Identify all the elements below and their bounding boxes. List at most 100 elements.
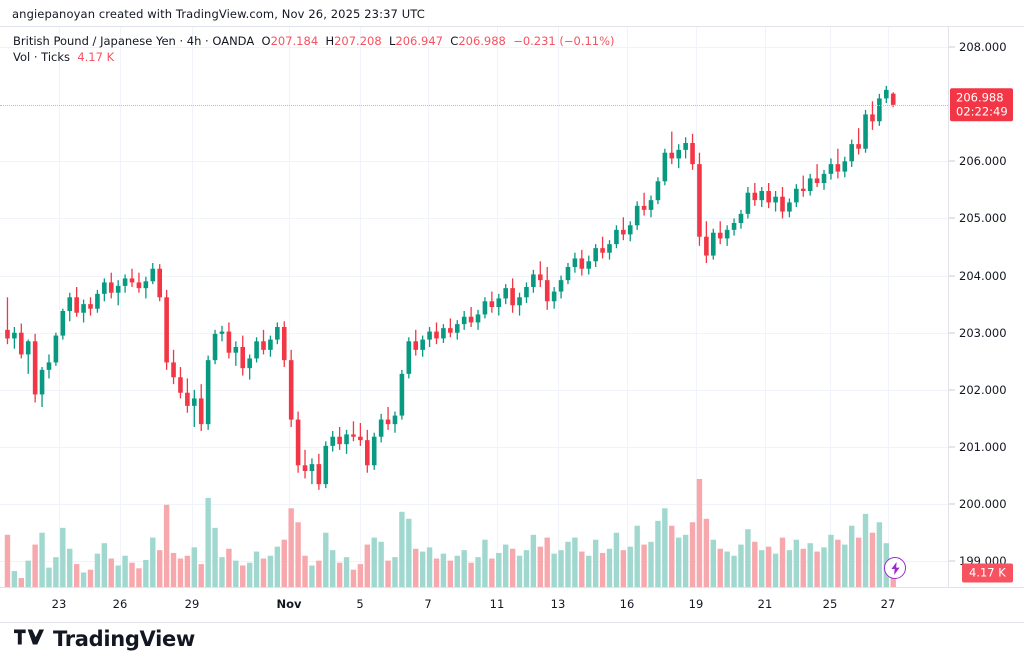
- gridline-vertical: [59, 27, 60, 587]
- candle-body: [766, 191, 771, 203]
- candle-body: [212, 333, 218, 361]
- time-axis[interactable]: 23 26 29 Nov 5 7 11 13 16 19 21 25 27: [0, 588, 1024, 622]
- candle-body: [205, 360, 211, 425]
- chart-frame: British Pound / Japanese Yen · 4h · OAND…: [0, 26, 1024, 588]
- candle-body: [475, 314, 481, 323]
- candle-body: [676, 149, 681, 159]
- volume-bar: [426, 547, 433, 587]
- volume-bar: [447, 560, 454, 587]
- candle-wick: [671, 131, 673, 165]
- volume-bar: [177, 558, 184, 587]
- gridline-vertical: [830, 27, 831, 587]
- price-axis-tick: [949, 389, 955, 391]
- candle-body: [12, 332, 17, 339]
- candle-body: [122, 278, 128, 286]
- gridline-vertical: [696, 27, 697, 587]
- bar-countdown: 02:22:49: [956, 104, 1008, 119]
- volume-bar: [669, 525, 675, 587]
- candle-body: [468, 316, 474, 323]
- volume-bar: [599, 552, 606, 587]
- candle-body: [835, 164, 841, 172]
- candle-body: [593, 248, 598, 262]
- candle-body: [88, 304, 93, 309]
- volume-badge[interactable]: 4.17 K: [962, 563, 1013, 583]
- candle-body: [240, 347, 246, 369]
- volume-bar: [205, 497, 211, 587]
- gridline-vertical: [192, 27, 193, 587]
- gridline-horizontal: [0, 218, 948, 220]
- candle-body: [226, 331, 232, 353]
- candle-body: [890, 93, 896, 105]
- candle-body: [171, 362, 176, 378]
- gridline-vertical: [627, 27, 628, 587]
- volume-bar: [482, 539, 488, 587]
- price-axis[interactable]: 208.000 206.000 205.000 204.000 203.000 202.0…: [948, 27, 1024, 587]
- candle-body: [302, 465, 308, 471]
- lightning-bolt-icon[interactable]: [884, 557, 906, 579]
- candle-wick: [352, 421, 355, 442]
- time-axis-label: 23: [51, 597, 67, 611]
- candle-body: [53, 335, 59, 363]
- candle-body: [503, 288, 508, 299]
- candle-body: [489, 301, 495, 307]
- volume-bar: [87, 569, 94, 587]
- candle-body: [275, 327, 280, 340]
- candle-body: [247, 358, 252, 369]
- volume-bar: [489, 558, 495, 587]
- volume-bar: [385, 560, 391, 587]
- volume-bar: [461, 550, 467, 587]
- volume-bar: [738, 544, 744, 587]
- volume-bar: [724, 551, 730, 587]
- candle-body: [378, 419, 384, 437]
- volume-bar: [392, 557, 398, 587]
- candle-body: [524, 287, 529, 298]
- candle-body: [814, 178, 820, 183]
- time-axis-label: 25: [822, 597, 838, 611]
- tradingview-logo-icon: [14, 627, 44, 651]
- candle-body: [67, 297, 73, 311]
- price-axis-tick: [949, 332, 955, 334]
- candle-body: [129, 278, 135, 283]
- volume-bar: [80, 572, 87, 587]
- volume-bar: [641, 544, 647, 587]
- candle-body: [192, 398, 197, 406]
- candle-body: [877, 98, 882, 122]
- volume-bar: [745, 529, 751, 587]
- volume-bar: [689, 522, 696, 587]
- tradingview-wordmark: TradingView: [53, 627, 196, 651]
- gridline-vertical: [558, 27, 559, 587]
- candle-body: [579, 258, 585, 269]
- volume-bar: [143, 559, 149, 587]
- volume-bar: [530, 534, 537, 587]
- candle-body: [95, 293, 100, 309]
- current-price-badge[interactable]: 206.988 02:22:49: [950, 88, 1013, 122]
- candle-wick: [601, 236, 604, 259]
- candle-body: [351, 434, 356, 437]
- volume-bar: [94, 553, 101, 587]
- volume-bar: [399, 511, 405, 587]
- gridline-horizontal: [0, 447, 948, 448]
- volume-bar: [295, 522, 301, 587]
- candle-wick: [6, 297, 9, 345]
- candle-body: [233, 347, 239, 353]
- candle-body: [780, 196, 785, 212]
- current-price-value: 206.988: [956, 90, 1004, 105]
- volume-bar: [136, 568, 142, 587]
- volume-bar: [503, 544, 509, 587]
- candle-body: [281, 327, 287, 361]
- candle-body: [697, 164, 702, 237]
- candle-body: [627, 225, 633, 235]
- candle-body: [448, 328, 453, 333]
- candle-body: [724, 229, 730, 239]
- price-axis-label: 202.000: [959, 382, 1007, 397]
- candle-wick: [193, 389, 195, 427]
- time-axis-label: 7: [424, 597, 432, 611]
- volume-bar: [862, 513, 869, 587]
- candle-wick: [539, 261, 541, 287]
- volume-bar: [226, 548, 232, 587]
- candle-body: [344, 434, 349, 445]
- chart-plot-area[interactable]: [0, 27, 948, 587]
- volume-bar: [184, 555, 191, 587]
- candle-body: [330, 436, 335, 446]
- gridline-horizontal: [0, 47, 948, 48]
